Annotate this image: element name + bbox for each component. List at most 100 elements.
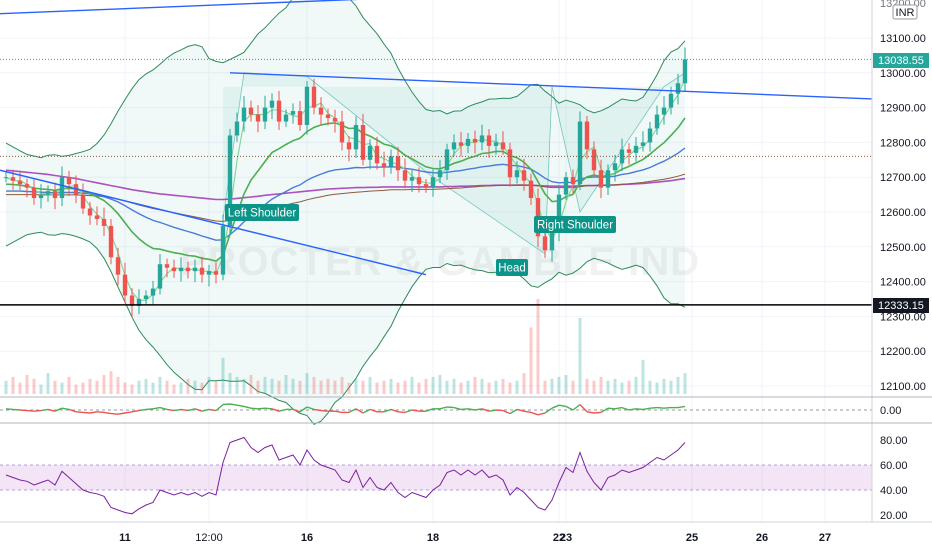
candle-body xyxy=(584,121,590,150)
volume-bar xyxy=(242,378,246,394)
candle-body xyxy=(388,156,394,167)
volume-bar xyxy=(291,378,295,394)
volume-bar xyxy=(221,357,225,394)
candle-body xyxy=(66,177,72,185)
candle-body xyxy=(654,114,660,129)
volume-bar xyxy=(361,380,365,394)
macd-segment xyxy=(187,408,196,412)
volume-bar xyxy=(494,380,498,394)
volume-bar xyxy=(683,373,687,394)
volume-bar xyxy=(613,378,617,394)
macd-segment xyxy=(586,411,595,414)
volume-bar xyxy=(375,382,379,394)
candle-body xyxy=(577,121,583,185)
volume-bar xyxy=(403,380,407,394)
macd-segment xyxy=(215,404,224,412)
macd-segment xyxy=(243,405,252,409)
candle-body xyxy=(213,271,219,275)
candle-body xyxy=(472,138,478,143)
macd-segment xyxy=(411,409,420,412)
price-axis[interactable]: 13100.00 13000.00 12900.00 12800.00 12700.00… xyxy=(880,0,926,393)
rsi-tick-label: 80.00 xyxy=(880,435,908,447)
macd-segment xyxy=(397,411,406,414)
macd-segment xyxy=(313,408,322,412)
time-tick-label: 18 xyxy=(427,532,439,544)
volume-bar xyxy=(389,378,393,394)
volume-bar xyxy=(277,380,281,394)
volume-bar xyxy=(382,380,386,394)
candle-body xyxy=(59,177,65,199)
macd-segment xyxy=(208,408,217,412)
rsi-band xyxy=(0,465,872,490)
macd-segment xyxy=(551,404,560,409)
pattern-label-box[interactable] xyxy=(225,204,299,221)
macd-segment xyxy=(481,408,490,412)
volume-bar xyxy=(319,380,323,394)
macd-segment xyxy=(236,404,245,408)
macd-segment xyxy=(110,412,119,415)
candle-body xyxy=(675,83,681,94)
volume-bar xyxy=(249,375,253,394)
candle-body xyxy=(409,177,415,181)
candle-body xyxy=(556,194,562,233)
candle-body xyxy=(220,225,226,275)
bollinger-fill xyxy=(6,0,685,425)
macd-segment xyxy=(355,408,364,414)
pattern-label-box[interactable] xyxy=(534,216,616,233)
macd-segment xyxy=(579,404,588,413)
bollinger-bands xyxy=(5,0,686,426)
macd-segment xyxy=(96,411,105,414)
ma-fast-line xyxy=(5,78,686,301)
volume-bar xyxy=(102,375,106,394)
macd-segment xyxy=(572,404,581,411)
volume-bar xyxy=(620,382,624,394)
macd-segment xyxy=(495,409,504,412)
volume-bar xyxy=(130,384,134,394)
pattern-label-box[interactable] xyxy=(496,259,528,276)
macd-segment xyxy=(320,409,329,412)
candle-body xyxy=(17,180,23,185)
price-tick-label: 13100.00 xyxy=(880,33,926,45)
pattern-label-text: Right Shoulder xyxy=(537,220,613,232)
volume-bar xyxy=(662,378,666,394)
volume-bar xyxy=(228,373,232,394)
volume-bar xyxy=(270,378,274,394)
volume-bar xyxy=(165,380,169,394)
candle-body xyxy=(598,170,604,188)
candle-body xyxy=(192,267,198,272)
candle-body xyxy=(563,177,569,195)
candle-body xyxy=(682,59,688,84)
rsi-line xyxy=(5,436,686,515)
time-tick-label: 27 xyxy=(819,532,831,544)
price-tick-label: 12600.00 xyxy=(880,207,926,219)
macd-segment xyxy=(61,407,70,411)
macd-segment xyxy=(138,408,147,412)
ma-green-line xyxy=(5,117,686,262)
candle-body xyxy=(52,191,58,199)
macd-segment xyxy=(75,411,84,414)
macd-segment xyxy=(467,408,476,411)
macd-segment xyxy=(292,408,301,413)
price-tick-label: 12900.00 xyxy=(880,103,926,115)
macd-segment xyxy=(390,408,399,413)
macd-segment xyxy=(663,406,672,409)
volume-bar xyxy=(340,376,344,394)
volume-bar xyxy=(123,382,127,394)
candle-body xyxy=(143,295,149,299)
volume-bar xyxy=(172,384,176,394)
macd-segment xyxy=(516,408,525,412)
macd-segment xyxy=(656,406,665,409)
volume-bar xyxy=(536,299,540,394)
volume-bar xyxy=(529,327,533,394)
macd-segment xyxy=(180,408,189,412)
volume-bar xyxy=(144,378,148,394)
currency-tag[interactable] xyxy=(892,4,918,20)
macd-segment xyxy=(649,406,658,409)
macd-segment xyxy=(502,409,511,415)
macd-segment xyxy=(621,406,630,411)
price-tick-label: 12100.00 xyxy=(880,381,926,393)
last-price-value: 13038.55 xyxy=(878,55,924,67)
bollinger-upper xyxy=(5,0,686,159)
volume-bar xyxy=(487,382,491,394)
